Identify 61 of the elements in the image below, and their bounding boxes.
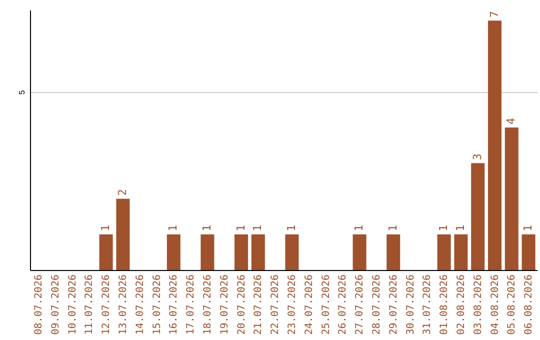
bar [454,234,468,270]
data-label: 1 [234,224,248,232]
x-tick-label: 08.07.2026 [33,274,44,335]
x-tick-label: 09.07.2026 [50,274,62,335]
data-label: 3 [470,154,484,160]
bar [166,234,180,270]
x-tick-label: 17.07.2026 [186,274,197,335]
bar [488,20,502,270]
bar [504,128,518,270]
x-tick-label: 12.07.2026 [101,274,112,335]
data-label: 1 [284,224,298,232]
x-tick-label: 20.07.2026 [236,274,248,335]
x-tick-label: 24.07.2026 [304,274,315,335]
x-tick-label: 22.07.2026 [270,274,282,335]
x-tick-label: 05.08.2026 [506,274,518,335]
x-tick-label: 30.07.2026 [405,274,416,335]
x-tick-label: 13.07.2026 [118,274,129,335]
x-tick-label: 11.07.2026 [84,274,96,335]
x-tick-label: 23.07.2026 [286,274,298,335]
x-tick-label: 19.07.2026 [219,274,230,335]
bar [386,234,400,270]
data-label: 7 [488,11,501,18]
data-label: 1 [352,224,366,232]
bar [471,163,485,270]
data-label: 1 [386,224,400,232]
x-tick-label: 31.07.2026 [422,274,434,335]
x-tick-label: 25.07.2026 [320,274,332,335]
x-tick-label: 14.07.2026 [134,274,146,335]
x-tick-label: 28.07.2026 [371,274,382,335]
data-label: 1 [99,224,112,232]
x-tick-label: 02.08.2026 [456,274,467,335]
x-tick-label: 06.08.2026 [524,274,535,335]
x-tick-label: 03.08.2026 [472,274,484,335]
x-tick-label: 29.07.2026 [388,274,400,335]
bar [234,234,248,270]
bar [522,234,536,270]
data-label: 1 [437,224,450,232]
data-label: 2 [116,189,129,196]
data-label: 1 [454,224,467,232]
bar [251,234,265,270]
x-tick-label: 01.08.2026 [439,274,450,335]
bar [116,198,130,270]
data-label: 1 [522,224,535,232]
bar [285,234,299,270]
x-tick-label: 04.08.2026 [490,274,501,335]
bar [200,234,214,270]
x-tick-label: 16.07.2026 [168,274,180,335]
data-label: 1 [200,224,214,232]
bar [99,234,113,270]
x-tick-label: 26.07.2026 [338,274,349,335]
x-tick-label: 27.07.2026 [354,274,366,335]
data-label: 4 [504,118,518,125]
x-tick-label: 15.07.2026 [152,274,163,335]
y-tick-label: 5 [18,90,26,95]
data-label: 1 [251,224,264,232]
x-tick-label: 10.07.2026 [67,274,78,335]
x-tick-label: 18.07.2026 [202,274,214,335]
bar [437,234,451,270]
x-tick-label: 21.07.2026 [253,274,264,335]
bar [352,234,366,270]
data-label: 1 [166,224,180,232]
